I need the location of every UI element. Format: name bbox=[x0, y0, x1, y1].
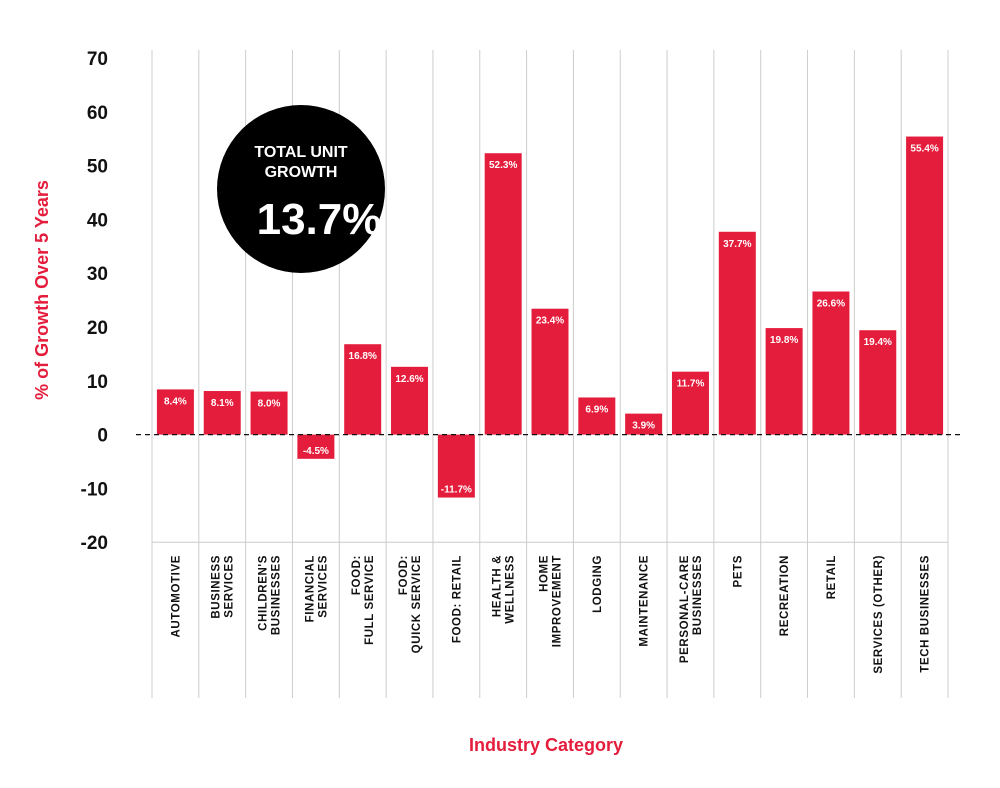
y-axis-title: % of Growth Over 5 Years bbox=[32, 180, 52, 400]
y-tick-label: 40 bbox=[87, 210, 108, 231]
category-label: MAINTENANCE bbox=[639, 555, 651, 647]
category-label: AUTOMOTIVE bbox=[170, 555, 182, 637]
x-axis-categories: AUTOMOTIVE BUSINESSSERVICES CHILDREN'SBUSI… bbox=[170, 555, 931, 674]
bar bbox=[297, 434, 335, 459]
data-label: 19.4% bbox=[864, 337, 892, 348]
category-label: PERSONAL-CAREBUSINESSES bbox=[679, 555, 704, 663]
category-label: RECREATION bbox=[779, 555, 791, 636]
bar bbox=[812, 291, 850, 435]
badge-line-2: GROWTH bbox=[265, 164, 338, 181]
category-label: HEALTH &WELLNESS bbox=[492, 555, 517, 624]
data-label: -11.7% bbox=[441, 485, 472, 496]
y-axis-ticks: 70 60 50 40 30 20 10 0 -10 -20 bbox=[81, 49, 108, 554]
bar bbox=[344, 344, 382, 435]
badge-circle bbox=[217, 105, 385, 273]
data-labels: 8.4% 8.1% 8.0% -4.5% 16.8% 12.6% -11.7% 52.3% 23… bbox=[164, 144, 939, 496]
data-label: 8.1% bbox=[211, 398, 234, 409]
badge-value: 13.7% bbox=[257, 195, 382, 244]
category-label: FOOD:QUICK SERVICE bbox=[398, 555, 423, 653]
bar bbox=[625, 413, 663, 435]
bar bbox=[906, 136, 944, 435]
bar bbox=[859, 330, 897, 435]
y-tick-label: 70 bbox=[87, 49, 108, 70]
data-label: 55.4% bbox=[910, 144, 938, 155]
category-label: SERVICES (OTHER) bbox=[873, 555, 885, 674]
data-label: 12.6% bbox=[395, 374, 423, 385]
data-label: 26.6% bbox=[817, 298, 845, 309]
bar bbox=[484, 153, 522, 435]
data-label: 52.3% bbox=[489, 160, 517, 171]
y-tick-label: 10 bbox=[87, 372, 108, 393]
bar bbox=[531, 308, 569, 435]
data-label: 37.7% bbox=[723, 239, 751, 250]
category-label: CHILDREN'SBUSINESSES bbox=[258, 555, 283, 635]
data-label: 8.0% bbox=[258, 399, 281, 410]
y-tick-label: -20 bbox=[81, 533, 108, 554]
bar bbox=[718, 231, 756, 435]
category-label: HOMEIMPROVEMENT bbox=[539, 555, 564, 647]
y-tick-label: 0 bbox=[97, 426, 108, 447]
data-label: 6.9% bbox=[585, 404, 608, 415]
total-unit-growth-badge: TOTAL UNIT GROWTH 13.7% bbox=[217, 105, 385, 273]
category-label: FOOD:FULL SERVICE bbox=[351, 555, 376, 645]
grid-lines bbox=[151, 50, 949, 698]
category-label: RETAIL bbox=[826, 555, 838, 599]
y-tick-label: 50 bbox=[87, 157, 108, 178]
y-tick-label: 30 bbox=[87, 264, 108, 285]
data-label: 23.4% bbox=[536, 316, 564, 327]
data-label: 8.4% bbox=[164, 396, 187, 407]
category-label: PETS bbox=[732, 555, 744, 587]
category-label: FINANCIALSERVICES bbox=[304, 555, 329, 622]
bar bbox=[578, 397, 616, 435]
bar bbox=[156, 389, 194, 435]
bar bbox=[250, 391, 288, 435]
data-label: 11.7% bbox=[677, 379, 705, 390]
bar bbox=[671, 371, 709, 435]
category-label: BUSINESSSERVICES bbox=[211, 555, 236, 619]
data-label: 19.8% bbox=[770, 335, 798, 346]
bar bbox=[765, 328, 803, 435]
bar bbox=[391, 366, 429, 435]
bar bbox=[437, 434, 475, 498]
badge-line-1: TOTAL UNIT bbox=[254, 144, 348, 161]
category-label: LODGING bbox=[592, 555, 604, 613]
y-tick-label: 60 bbox=[87, 103, 108, 124]
category-label: TECH BUSINESSES bbox=[920, 555, 932, 673]
y-tick-label: 20 bbox=[87, 318, 108, 339]
data-label: 16.8% bbox=[349, 351, 377, 362]
data-label: 3.9% bbox=[632, 421, 655, 432]
bars bbox=[156, 136, 944, 498]
x-axis-title: Industry Category bbox=[469, 735, 623, 755]
data-label: -4.5% bbox=[303, 446, 329, 457]
y-tick-label: -10 bbox=[81, 479, 108, 500]
bar bbox=[203, 391, 241, 435]
category-label: FOOD: RETAIL bbox=[451, 555, 463, 643]
